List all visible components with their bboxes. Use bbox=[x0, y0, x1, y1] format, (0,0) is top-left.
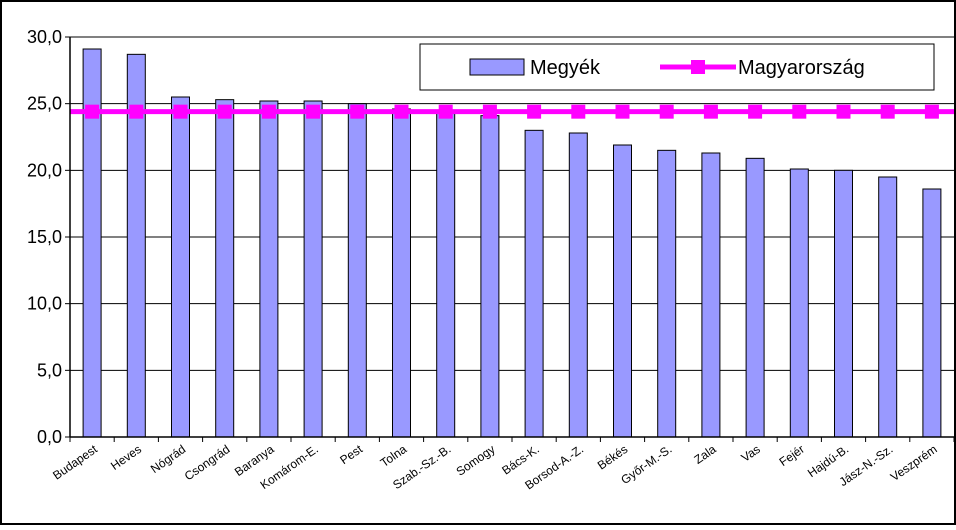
legend-label-bar: Megyék bbox=[530, 57, 601, 79]
y-tick-label: 15,0 bbox=[27, 227, 62, 247]
line-marker bbox=[85, 104, 100, 119]
bar bbox=[789, 168, 809, 438]
y-tick-label: 5,0 bbox=[37, 360, 62, 380]
bar-series bbox=[82, 48, 942, 438]
y-tick-label: 20,0 bbox=[27, 160, 62, 180]
line-marker bbox=[261, 104, 276, 119]
bar bbox=[215, 99, 235, 438]
line-marker bbox=[438, 104, 453, 119]
line-marker bbox=[792, 104, 807, 119]
bar bbox=[613, 144, 632, 438]
bar bbox=[878, 176, 898, 438]
y-tick-label: 25,0 bbox=[27, 94, 62, 114]
bar bbox=[303, 100, 323, 438]
bar bbox=[524, 129, 544, 438]
y-tick-label: 30,0 bbox=[27, 27, 62, 47]
line-marker bbox=[173, 104, 188, 119]
bar bbox=[922, 188, 942, 438]
legend-label-line: Magyarország bbox=[738, 57, 865, 79]
legend-swatch-marker bbox=[691, 60, 705, 74]
line-marker bbox=[394, 104, 409, 119]
line-marker bbox=[217, 104, 232, 119]
bar bbox=[392, 108, 411, 438]
y-tick-label: 0,0 bbox=[37, 427, 62, 447]
y-tick-label: 10,0 bbox=[27, 294, 62, 314]
line-marker bbox=[748, 104, 763, 119]
line-marker bbox=[482, 104, 497, 119]
line-marker bbox=[703, 104, 718, 119]
line-marker bbox=[615, 104, 630, 119]
bar bbox=[701, 152, 721, 438]
bar bbox=[259, 100, 279, 438]
line-series bbox=[70, 104, 954, 119]
legend: Megyék Magyarország bbox=[419, 43, 935, 91]
line-marker bbox=[659, 104, 674, 119]
y-tick-labels: 0,0 5,0 10,0 15,0 20,0 25,0 30,0 bbox=[27, 27, 62, 447]
bar bbox=[436, 109, 456, 438]
line-marker bbox=[836, 104, 851, 119]
axes bbox=[65, 36, 955, 442]
line-marker bbox=[571, 104, 586, 119]
line-marker bbox=[306, 104, 321, 119]
bar bbox=[745, 157, 765, 438]
bar bbox=[657, 149, 677, 438]
line-marker bbox=[527, 104, 542, 119]
bar bbox=[171, 96, 190, 438]
bar bbox=[834, 169, 853, 438]
bar bbox=[568, 132, 588, 438]
line-marker bbox=[129, 104, 144, 119]
line-marker bbox=[880, 104, 895, 119]
line-marker bbox=[350, 104, 365, 119]
line-marker bbox=[924, 104, 939, 119]
bar bbox=[347, 103, 367, 438]
bar bbox=[480, 115, 500, 438]
legend-swatch-bar bbox=[469, 58, 525, 76]
